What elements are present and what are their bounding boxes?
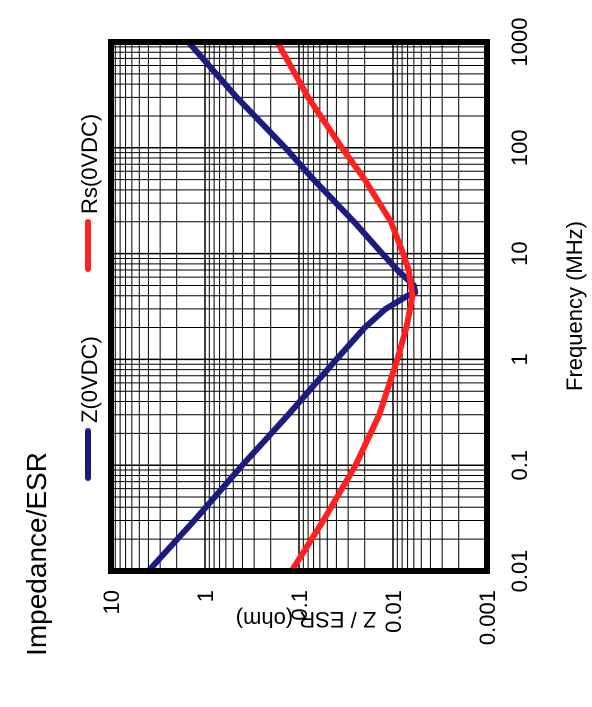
legend-label-1: Rs(0VDC) bbox=[77, 114, 102, 214]
series-line-1 bbox=[274, 39, 416, 574]
x-axis-label: Frequency (MHz) bbox=[562, 221, 587, 391]
plot-area bbox=[108, 39, 490, 574]
plot-frame bbox=[108, 39, 490, 574]
y-axis-label: Z / ESR (ohm) bbox=[236, 607, 377, 632]
y-tick-label: 1 bbox=[193, 590, 218, 602]
y-tick-label: 0.1 bbox=[287, 590, 312, 621]
x-tick-label: 1000 bbox=[507, 18, 532, 67]
y-tick-label: 0.01 bbox=[381, 590, 406, 633]
y-tick-label: 10 bbox=[99, 590, 124, 614]
series-line-0 bbox=[145, 39, 419, 574]
x-tick-label: 1 bbox=[507, 353, 532, 365]
chart-labels: Impedance/ESR Frequency (MHz) Z / ESR (o… bbox=[21, 18, 587, 656]
x-tick-label: 0.1 bbox=[507, 450, 532, 481]
chart-title: Impedance/ESR bbox=[21, 452, 52, 656]
x-tick-label: 0.01 bbox=[507, 550, 532, 593]
y-tick-label: 0.001 bbox=[475, 590, 500, 645]
legend-label-0: Z(0VDC) bbox=[77, 336, 102, 423]
x-tick-label: 10 bbox=[507, 241, 532, 265]
x-tick-label: 100 bbox=[507, 129, 532, 166]
